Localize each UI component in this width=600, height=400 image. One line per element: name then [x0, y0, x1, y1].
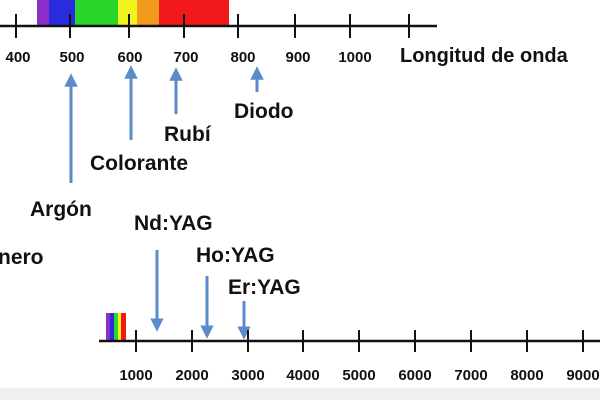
mini-spectrum-green [114, 313, 118, 341]
top-tick-label: 800 [230, 49, 255, 66]
bottom-tick-label: 1000 [119, 367, 152, 384]
bottom-tick-label: 8000 [510, 367, 543, 384]
bottom-tick-label: 7000 [454, 367, 487, 384]
laser-label-colorante: Colorante [90, 152, 188, 175]
axis-title: Longitud de onda [400, 45, 569, 67]
top-axis: 400 500 600 700 800 900 1000 Longitud de… [0, 14, 569, 67]
bottom-tick-label: 5000 [342, 367, 375, 384]
top-spectrum-band [37, 0, 229, 26]
bottom-spectrum-band [106, 313, 126, 341]
laser-label-rubi: Rubí [164, 123, 212, 146]
spectrum-green [75, 0, 118, 26]
bottom-axis: 1000 2000 3000 4000 5000 6000 7000 8000 … [99, 330, 600, 384]
bottom-band [0, 388, 600, 400]
bottom-tick-label: 2000 [175, 367, 208, 384]
mini-spectrum-blue [110, 313, 114, 341]
spectrum-yellow [118, 0, 137, 26]
top-tick-label: 400 [5, 49, 30, 66]
laser-label-eryag: Er:YAG [228, 276, 301, 299]
mini-spectrum-yellow [118, 313, 121, 341]
laser-label-argon: Argón [30, 198, 92, 221]
top-tick-label: 600 [117, 49, 142, 66]
laser-label-excimero-partial: nero [0, 246, 44, 269]
spectrum-violet [37, 0, 49, 26]
top-tick-label: 1000 [338, 49, 371, 66]
spectrum-orange [137, 0, 159, 26]
bottom-arrows [150, 250, 251, 340]
top-arrows [64, 65, 264, 183]
top-tick-label: 500 [59, 49, 84, 66]
mini-spectrum-violet [106, 313, 110, 341]
bottom-tick-label: 6000 [398, 367, 431, 384]
laser-label-hoyag: Ho:YAG [196, 244, 275, 267]
bottom-tick-label: 4000 [286, 367, 319, 384]
top-tick-label: 700 [173, 49, 198, 66]
bottom-tick-label: 9000 [566, 367, 599, 384]
spectrum-blue [49, 0, 75, 26]
top-tick-label: 900 [285, 49, 310, 66]
bottom-tick-label: 3000 [231, 367, 264, 384]
mini-spectrum-red [121, 313, 126, 341]
laser-label-diodo: Diodo [234, 100, 293, 123]
spectrum-red [159, 0, 229, 26]
laser-label-ndyag: Nd:YAG [134, 212, 213, 235]
